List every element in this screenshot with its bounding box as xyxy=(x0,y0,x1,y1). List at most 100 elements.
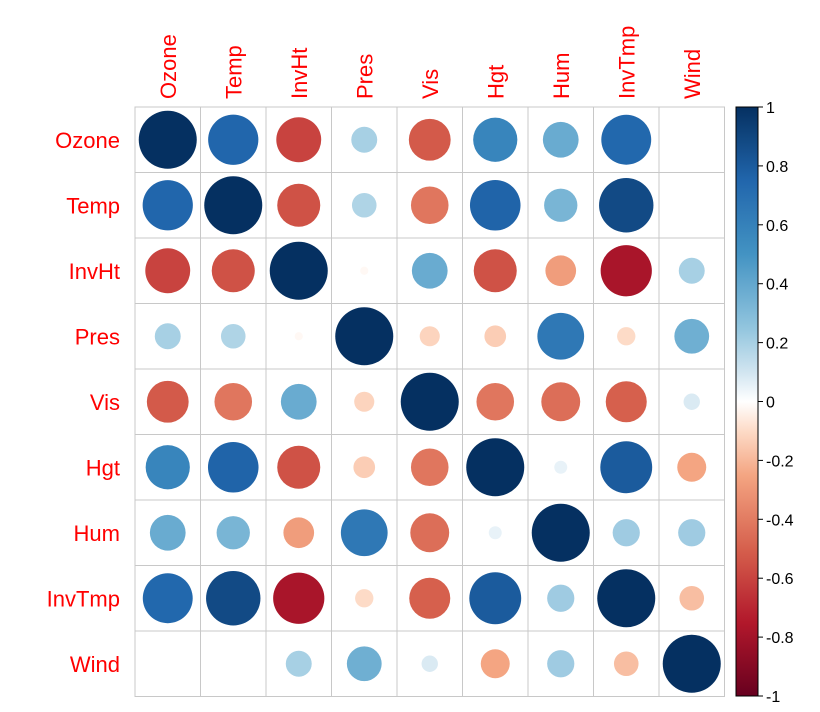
correlation-circle-pres-invht xyxy=(294,332,303,341)
correlation-circle-ozone-invht xyxy=(276,117,322,163)
correlation-circle-vis-temp xyxy=(214,382,253,421)
column-label-pres: Pres xyxy=(352,54,377,99)
correlation-circle-vis-invtmp xyxy=(605,381,647,423)
correlation-circle-temp-hgt xyxy=(469,179,521,231)
correlation-circle-invht-invtmp xyxy=(600,245,652,297)
colorbar-tick-label: -0.2 xyxy=(766,453,794,470)
correlation-circle-invht-wind xyxy=(678,257,705,284)
column-label-invht: InvHt xyxy=(287,48,312,99)
colorbar-tick-label: 0 xyxy=(766,395,775,412)
correlation-circle-vis-hum xyxy=(541,382,581,422)
correlation-circle-ozone-hgt xyxy=(473,117,518,162)
correlation-circle-invtmp-ozone xyxy=(142,573,193,624)
colorbar: 1 0.8 0.6 0.4 0.2 0 -0.2 -0.4 -0.6 -0.8 -1 xyxy=(735,100,794,706)
correlation-circle-wind-vis xyxy=(421,655,438,672)
correlation-circle-vis-hgt xyxy=(476,382,515,421)
grid-cell xyxy=(134,630,201,697)
correlation-circle-pres-hum xyxy=(537,312,585,360)
grid-cell xyxy=(658,172,725,239)
correlation-circle-invtmp-invtmp xyxy=(597,569,656,628)
correlation-circle-invht-pres xyxy=(360,266,369,275)
correlation-circle-pres-invtmp xyxy=(617,327,636,346)
correlation-circle-invtmp-temp xyxy=(206,571,261,626)
correlation-circle-invtmp-hgt xyxy=(469,572,522,625)
correlation-circle-temp-hum xyxy=(544,188,578,222)
row-label-invtmp: InvTmp xyxy=(47,586,120,611)
correlation-circle-temp-pres xyxy=(351,192,377,218)
correlation-circle-wind-hum xyxy=(547,650,575,678)
correlation-circle-invht-invht xyxy=(269,241,328,300)
correlation-circle-ozone-invtmp xyxy=(601,114,652,165)
correlation-circle-hum-temp xyxy=(216,516,250,550)
correlation-circle-ozone-ozone xyxy=(138,110,197,169)
colorbar-tick-label: 0.6 xyxy=(766,218,788,235)
colorbar-tick-label: -1 xyxy=(766,689,780,706)
colorbar-tick-label: -0.8 xyxy=(766,630,794,647)
correlation-circle-temp-temp xyxy=(204,176,263,235)
correlation-circle-vis-ozone xyxy=(146,380,189,423)
correlation-circle-invht-hgt xyxy=(473,249,517,293)
correlation-circle-invht-vis xyxy=(411,252,448,289)
correlation-circle-vis-vis xyxy=(400,372,459,431)
row-label-temp: Temp xyxy=(66,193,120,218)
correlation-circle-wind-wind xyxy=(662,634,721,693)
correlation-circle-wind-hgt xyxy=(480,649,510,679)
correlation-circle-invtmp-invht xyxy=(273,572,325,624)
correlation-circle-hgt-hgt xyxy=(466,438,525,497)
colorbar-tick-label: 0.2 xyxy=(766,336,788,353)
grid-cell xyxy=(200,630,267,697)
grid-cell xyxy=(265,368,332,435)
correlation-circle-vis-pres xyxy=(354,391,375,412)
correlation-circle-invtmp-wind xyxy=(679,585,705,611)
correlation-circle-ozone-vis xyxy=(408,118,451,161)
grid-cell xyxy=(396,172,463,239)
column-label-vis: Vis xyxy=(418,69,443,99)
correlation-circle-hgt-vis xyxy=(410,448,449,487)
colorbar-tick-label: 0.4 xyxy=(766,277,788,294)
correlation-circle-pres-vis xyxy=(419,326,440,347)
correlation-circle-invtmp-hum xyxy=(547,584,575,612)
correlation-circle-wind-invtmp xyxy=(613,651,639,677)
row-label-invht: InvHt xyxy=(69,259,120,284)
correlation-circle-temp-invtmp xyxy=(599,178,654,233)
correlation-circle-pres-pres xyxy=(335,307,394,366)
correlation-circle-invtmp-pres xyxy=(355,589,374,608)
correlation-circle-hgt-pres xyxy=(353,456,376,479)
correlation-circle-invtmp-vis xyxy=(409,577,451,619)
correlation-circle-hgt-hum xyxy=(554,460,568,474)
colorbar-tick-label: 0.8 xyxy=(766,159,788,176)
grid-cell xyxy=(658,106,725,173)
correlation-circle-temp-vis xyxy=(410,186,449,225)
row-label-pres: Pres xyxy=(75,324,120,349)
correlation-circle-pres-wind xyxy=(674,318,710,354)
correlation-circle-hum-hgt xyxy=(488,526,502,540)
correlation-circle-wind-invht xyxy=(285,650,312,677)
correlation-circle-hum-vis xyxy=(410,513,450,553)
column-label-ozone: Ozone xyxy=(156,34,181,99)
correlation-circle-wind-pres xyxy=(346,646,382,682)
correlation-circle-pres-temp xyxy=(220,323,246,349)
correlation-circle-hum-ozone xyxy=(149,514,186,551)
row-label-ozone: Ozone xyxy=(55,128,120,153)
correlation-circle-hgt-invht xyxy=(277,445,321,489)
correlation-circle-hgt-wind xyxy=(677,452,707,482)
correlation-circle-hum-hum xyxy=(531,503,590,562)
column-label-invtmp: InvTmp xyxy=(614,26,639,99)
correlation-circle-pres-ozone xyxy=(154,323,181,350)
correlation-circle-hgt-invtmp xyxy=(600,441,653,494)
circle-layer xyxy=(138,110,721,693)
column-label-wind: Wind xyxy=(680,49,705,99)
correlation-circle-hum-invtmp xyxy=(612,519,640,547)
colorbar-tick-label: -0.6 xyxy=(766,571,794,588)
grid-cell xyxy=(331,237,398,304)
correlation-circle-ozone-hum xyxy=(542,121,579,158)
variable-labels: Ozone Temp InvHt Pres Vis Hgt Hum InvTmp Wind Ozo… xyxy=(47,26,705,677)
row-label-hgt: Hgt xyxy=(86,455,120,480)
correlation-circle-hum-invht xyxy=(283,517,315,549)
correlation-circle-temp-invht xyxy=(277,183,321,227)
correlation-circle-temp-ozone xyxy=(142,180,193,231)
column-label-hum: Hum xyxy=(549,53,574,99)
correlation-circle-ozone-pres xyxy=(351,126,378,153)
row-label-wind: Wind xyxy=(70,652,120,677)
